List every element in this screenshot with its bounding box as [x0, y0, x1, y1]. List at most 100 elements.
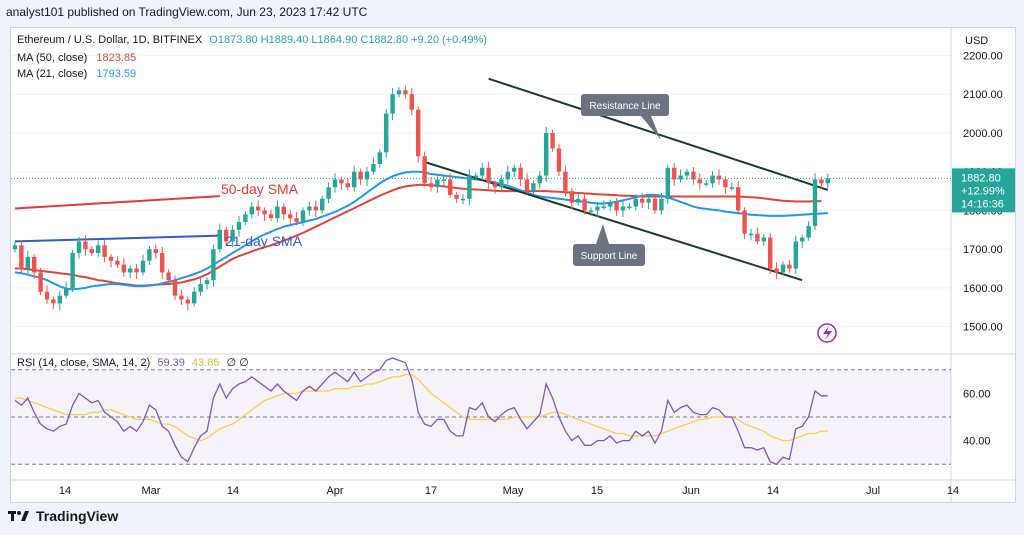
rsi-tick-label: 60.00: [963, 388, 991, 400]
candle-body: [652, 198, 658, 211]
candle-body: [352, 171, 357, 188]
footer: TradingView: [8, 508, 118, 524]
time-tick-label: 14: [227, 485, 239, 497]
candle-body: [659, 198, 664, 211]
candle-body: [204, 280, 210, 285]
candle-body: [70, 253, 75, 288]
price-axis-unit: USD: [965, 35, 988, 47]
candle-body: [313, 206, 318, 211]
publish-header-text: analyst101 published on TradingView.com,…: [6, 5, 368, 19]
candle-body: [339, 179, 344, 184]
candle-body: [780, 264, 786, 273]
price-tag: [952, 168, 1015, 213]
candle-body: [505, 171, 510, 180]
time-tick-label: 14: [59, 485, 71, 497]
legend-ma50-label: MA (50, close): [17, 52, 88, 64]
candle-body: [723, 179, 728, 188]
tradingview-logo-icon: [8, 509, 30, 523]
candle-body: [768, 237, 773, 269]
candle-body: [102, 245, 107, 257]
candle-body: [256, 206, 261, 211]
lightning-icon: [817, 323, 837, 343]
candle-body: [678, 175, 683, 180]
candle-body: [774, 268, 779, 273]
legend-symbol-row: Ethereum / U.S. Dollar, 1D, BITFINEX O18…: [17, 34, 487, 46]
candle-body: [416, 109, 421, 157]
candle-body: [460, 198, 466, 201]
candle-body: [473, 175, 478, 178]
candle-body: [51, 299, 56, 304]
lightning-bolt-glyph: [823, 326, 832, 340]
candle-body: [64, 287, 69, 296]
rsi-line: [14, 357, 828, 465]
candle-body: [428, 183, 434, 188]
candle-body: [384, 113, 389, 153]
candle-body: [345, 183, 350, 188]
candle-body: [614, 202, 619, 211]
candle-body: [409, 94, 414, 110]
sma50-annotation: 50-day SMA: [221, 181, 299, 197]
legend-rsi-value: 59.39: [157, 357, 185, 369]
candle-body: [377, 152, 382, 164]
candle-body: [89, 249, 94, 254]
legend-ma21-label: MA (21, close): [17, 68, 88, 80]
candle-body: [326, 187, 331, 199]
candle-body: [147, 249, 152, 261]
footer-brand: TradingView: [36, 508, 119, 524]
price-tick-label: 1700.00: [963, 244, 1003, 256]
legend-symbol: Ethereum / U.S. Dollar, 1D, BITFINEX: [17, 34, 203, 46]
candle-body: [806, 225, 811, 238]
candle-body: [633, 198, 638, 207]
candle-body: [403, 90, 408, 95]
legend-ohlc: O1873.80 H1889.40 L1864.90 C1882.80 +9.2…: [209, 34, 487, 46]
sma21-annotation: 21-day SMA: [225, 233, 303, 249]
candle-body: [697, 179, 702, 184]
time-tick-label: 14: [947, 485, 959, 497]
candle-body: [224, 229, 229, 242]
candle-body: [755, 233, 760, 242]
candle-body: [217, 229, 222, 250]
candle-body: [627, 206, 632, 209]
candle-body: [371, 163, 376, 172]
candle-body: [729, 187, 734, 189]
candle-body: [230, 229, 235, 242]
candle-body: [595, 206, 600, 211]
legend-ma21-row: MA (21, close) 1793.59: [17, 68, 136, 80]
ma50-reference-line: [14, 195, 220, 210]
candle-body: [448, 179, 453, 195]
candle-body: [710, 175, 715, 184]
candle-body: [294, 218, 299, 223]
candle-body: [134, 268, 139, 273]
legend-rsi-label: RSI (14, close, SMA, 14, 2): [17, 357, 151, 369]
candle-body: [160, 253, 165, 273]
time-tick-label: 14: [767, 485, 779, 497]
candle-body: [140, 260, 146, 273]
candle-body: [467, 175, 472, 199]
resistance-callout-box: [581, 94, 669, 116]
candle-body: [275, 206, 280, 219]
price-chart[interactable]: 50-day SMA 21-day SMA Resistance Line Suppo…: [11, 28, 1015, 502]
candle-body: [166, 272, 171, 281]
candle-body: [83, 241, 88, 250]
candle-body: [236, 222, 242, 230]
candle-body: [108, 256, 114, 261]
candle-body: [307, 206, 312, 211]
legend-rsi-sma-value: 43.85: [191, 357, 220, 369]
candle-body: [281, 206, 286, 215]
legend-rsi-row: RSI (14, close, SMA, 14, 2) 59.39 43.85 …: [17, 356, 249, 369]
time-tick-label: 17: [425, 485, 437, 497]
candle-body: [499, 179, 504, 188]
candles: [12, 85, 830, 310]
candle-body: [576, 198, 581, 203]
candle-body: [691, 171, 696, 180]
time-tick-label: Apr: [326, 485, 343, 497]
legend-rsi-extra: ∅ ∅: [226, 357, 249, 369]
candle-body: [19, 245, 24, 269]
support-callout-box: [573, 244, 645, 266]
candle-body: [243, 214, 248, 223]
rsi-sma-line: [15, 373, 828, 442]
legend-ma50-value: 1823.85: [96, 52, 137, 64]
candle-body: [396, 90, 402, 95]
support-callout-pointer: [596, 224, 609, 244]
candle-body: [422, 156, 427, 184]
